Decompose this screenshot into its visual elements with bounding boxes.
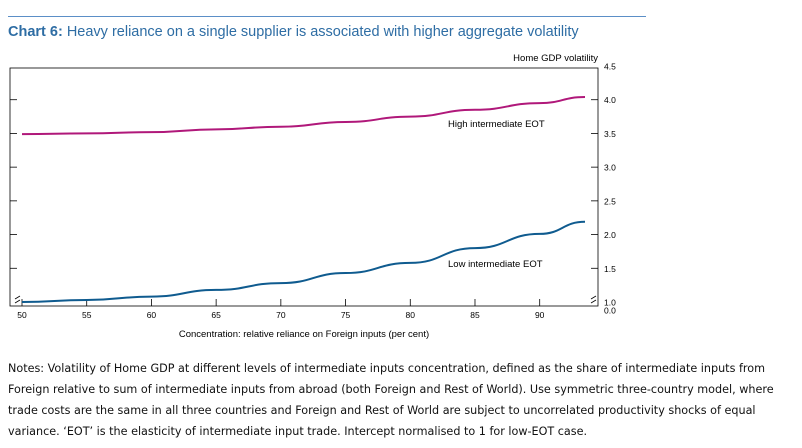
y-tick-label: 3.0: [604, 163, 616, 173]
x-axis: 50 55 60 65 70 75 80 85 90: [17, 299, 545, 320]
chart-number-label: Chart 6:: [8, 24, 63, 40]
axis-breaks: [14, 295, 597, 304]
y-tick-label: 4.5: [604, 62, 616, 72]
series-lines: [21, 96, 586, 303]
series-line-low-eot: [21, 220, 586, 303]
y-tick-label: 1.5: [604, 264, 616, 274]
chart-heading: Chart 6: Heavy reliance on a single supp…: [8, 24, 579, 40]
series-label-low-eot: Low intermediate EOT: [448, 259, 543, 270]
x-axis-title: Concentration: relative reliance on Fore…: [179, 329, 429, 340]
y-axis-title: Home GDP volatility: [513, 53, 598, 64]
y-tick-label: 2.0: [604, 230, 616, 240]
axis-break-mark: [590, 295, 597, 304]
top-rule: [8, 16, 646, 17]
x-tick-label: 65: [211, 310, 221, 320]
x-tick-label: 90: [535, 310, 545, 320]
chart-title: Heavy reliance on a single supplier is a…: [66, 24, 579, 40]
y-tick-label: 0.0: [604, 306, 616, 316]
y-tick-label: 4.0: [604, 95, 616, 105]
y-axis: 0.01.0 1.5 2.0 2.5 3.0 3.5 4.0 4.5: [10, 62, 616, 316]
y-tick-label: 1.0: [604, 298, 616, 308]
x-tick-label: 85: [470, 310, 480, 320]
x-tick-label: 55: [82, 310, 92, 320]
plot-frame: [9, 67, 599, 307]
line-chart: Home GDP volatility 0.01.0 1.5 2.0 2.5 3.0 3.…: [9, 53, 616, 340]
y-tick-label: 3.5: [604, 129, 616, 139]
series-line-high-eot: [21, 96, 586, 136]
series-label-high-eot: High intermediate EOT: [448, 119, 545, 130]
x-tick-label: 80: [406, 310, 416, 320]
x-tick-label: 75: [341, 310, 351, 320]
x-tick-label: 70: [276, 310, 286, 320]
x-tick-label: 50: [17, 310, 27, 320]
x-tick-label: 60: [147, 310, 157, 320]
y-tick-label: 2.5: [604, 196, 616, 206]
axis-break-mark: [14, 295, 21, 304]
chart-notes: Notes: Volatility of Home GDP at differe…: [8, 362, 774, 438]
